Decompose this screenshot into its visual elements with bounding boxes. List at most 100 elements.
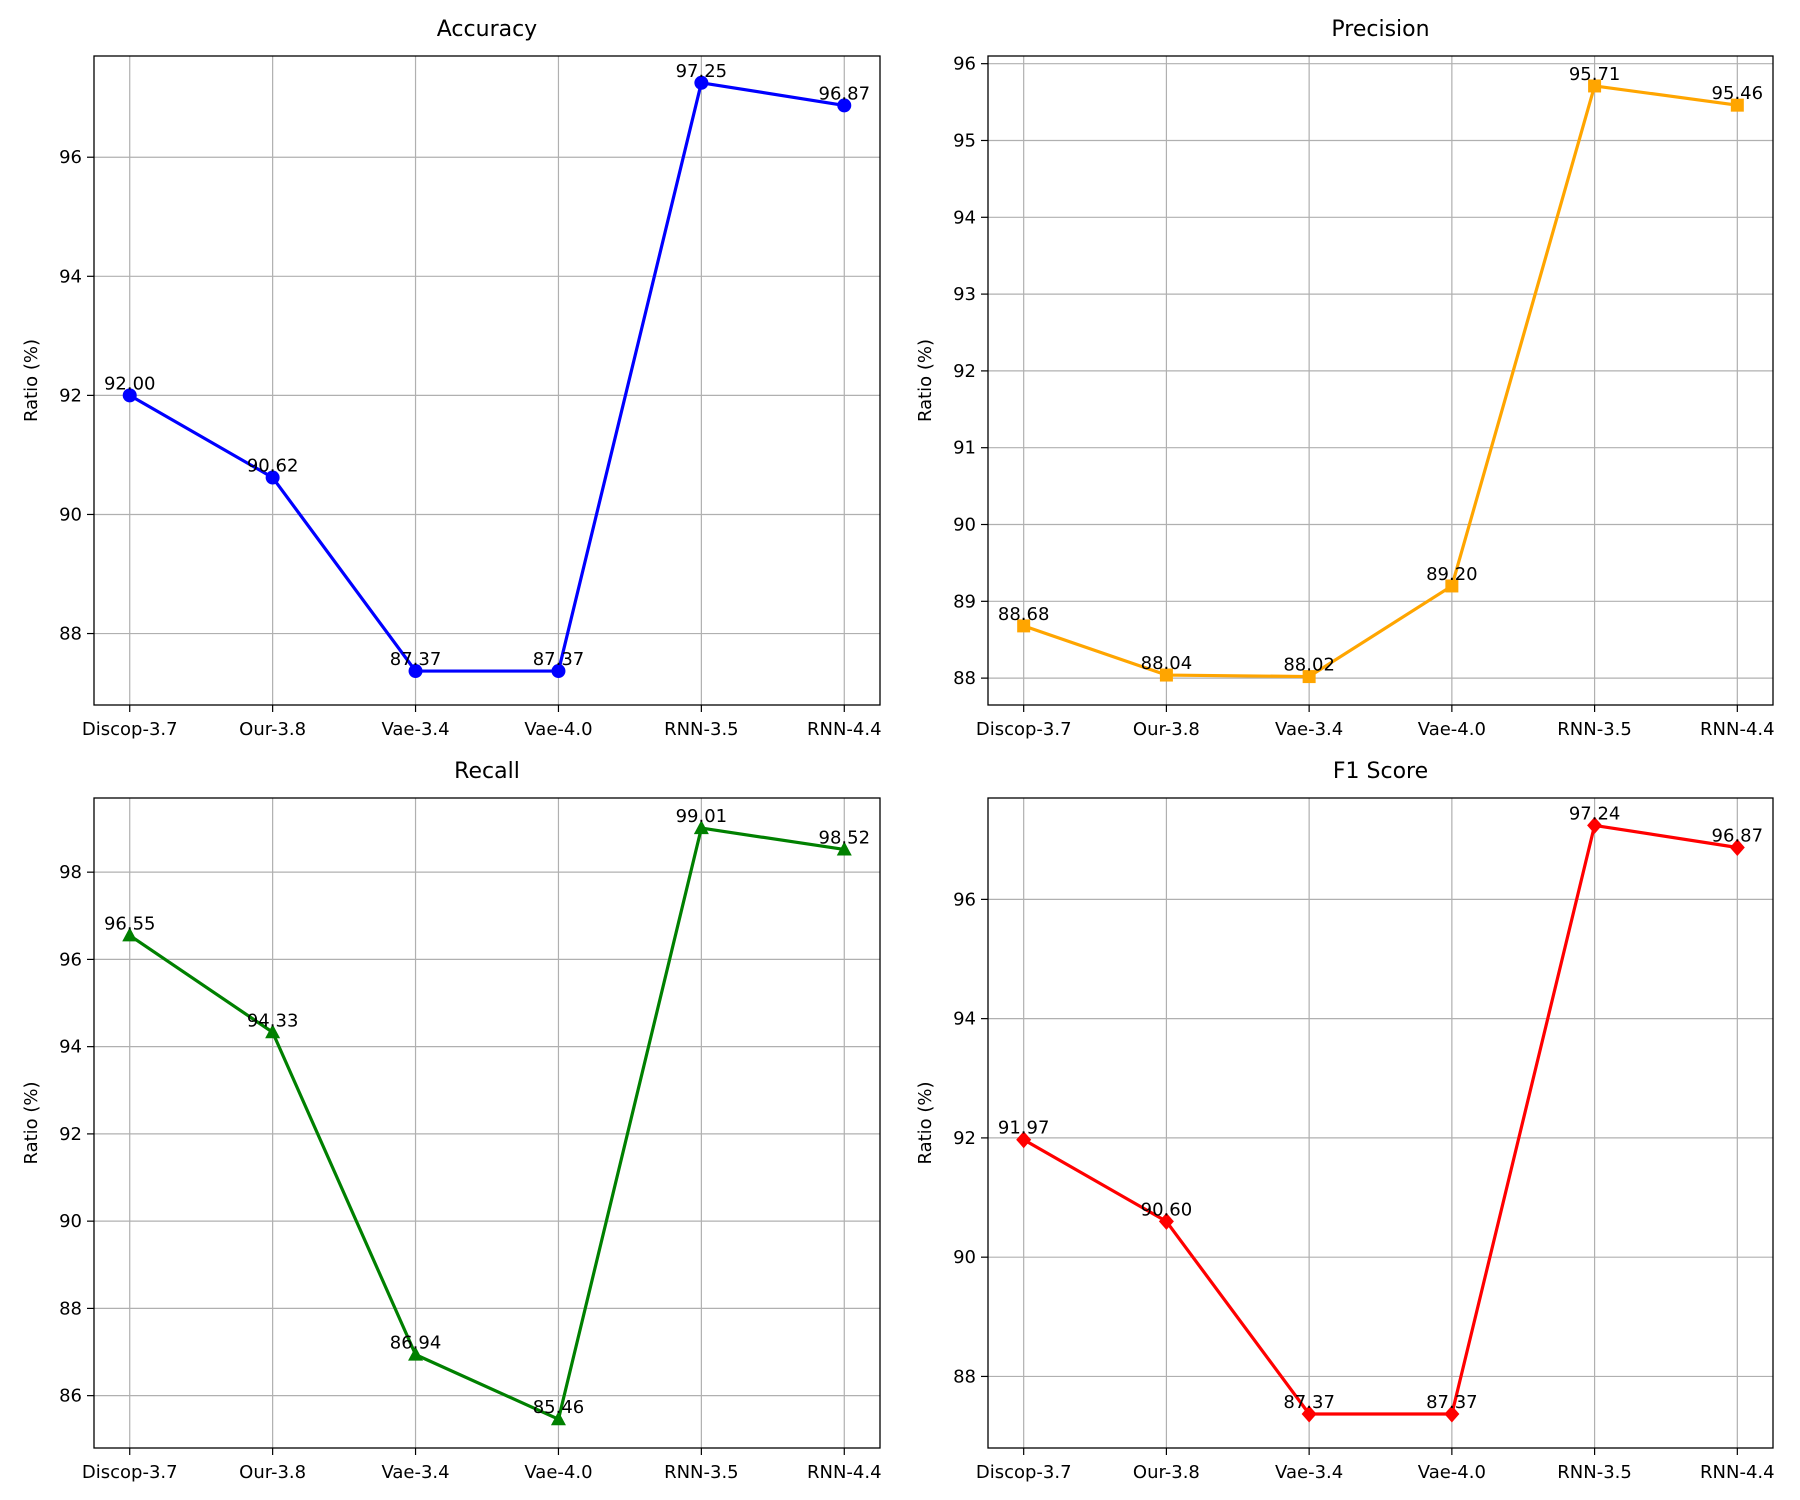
accuracy-data-label: 97.25: [676, 61, 728, 82]
recall-data-label: 96.55: [104, 913, 156, 934]
recall-grid: [94, 798, 880, 1448]
f1-score-data-point: [1158, 1212, 1174, 1230]
y-tick-label: 96: [953, 54, 976, 75]
accuracy-grid: [94, 56, 880, 705]
x-tick-label: RNN-4.4: [1700, 1462, 1775, 1483]
y-tick-label: 93: [953, 284, 976, 305]
precision-data-label: 95.46: [1712, 83, 1764, 104]
x-tick-label: Vae-3.4: [1275, 719, 1343, 740]
accuracy-y-axis-label: Ratio (%): [21, 339, 42, 422]
f1-score-data-label: 97.24: [1569, 803, 1621, 824]
x-tick-label: Our-3.8: [239, 719, 306, 740]
precision-data-label: 88.02: [1283, 655, 1335, 676]
precision-data-point: [1588, 79, 1602, 93]
y-tick-label: 92: [953, 1128, 976, 1149]
accuracy-series-line: [128, 81, 845, 673]
accuracy-data-label: 96.87: [819, 83, 871, 104]
x-tick-label: Discop-3.7: [82, 719, 178, 740]
x-tick-label: RNN-4.4: [807, 1462, 882, 1483]
precision-series-line: [1023, 84, 1738, 679]
y-tick-label: 88: [59, 1298, 82, 1319]
recall-data-label: 99.01: [676, 806, 728, 827]
y-tick-label: 94: [59, 266, 82, 287]
x-tick-label: Our-3.8: [1133, 719, 1200, 740]
y-tick-label: 96: [59, 147, 82, 168]
x-tick-label: RNN-3.5: [664, 1462, 739, 1483]
y-tick-label: 96: [59, 949, 82, 970]
accuracy-data-point: [694, 75, 709, 90]
y-tick-label: 95: [953, 130, 976, 151]
subplot-precision: Discop-3.7 Our-3.8 Vae-3.4 Vae-4.0 RNN-3.5 RN…: [915, 17, 1775, 740]
x-tick-label: Vae-3.4: [381, 1462, 449, 1483]
y-tick-label: 90: [953, 1247, 976, 1268]
precision-data-point: [1159, 668, 1173, 682]
precision-axes-frame: [987, 55, 1774, 706]
y-tick-label: 90: [953, 515, 976, 536]
recall-data-point: [836, 841, 852, 856]
accuracy-data-point: [837, 98, 852, 113]
recall-series-line: [128, 826, 845, 1421]
y-tick-label: 92: [953, 361, 976, 382]
y-tick-label: 92: [59, 1124, 82, 1145]
x-tick-label: Vae-3.4: [381, 719, 449, 740]
precision-data-point: [1730, 98, 1744, 112]
precision-data-point: [1445, 579, 1459, 593]
precision-data-point: [1017, 619, 1031, 633]
f1-score-title: F1 Score: [1333, 759, 1428, 784]
x-tick-label: RNN-4.4: [1700, 719, 1775, 740]
x-tick-label: Our-3.8: [239, 1462, 306, 1483]
recall-data-label: 94.33: [247, 1010, 299, 1031]
recall-data-point: [265, 1024, 281, 1039]
precision-y-axis-label: Ratio (%): [915, 339, 936, 422]
y-tick-label: 90: [59, 504, 82, 525]
subplot-recall: Discop-3.7 Our-3.8 Vae-3.4 Vae-4.0 RNN-3.5 RN…: [21, 759, 882, 1483]
f1-score-grid: [988, 798, 1773, 1448]
recall-title: Recall: [454, 759, 520, 784]
x-tick-label: RNN-3.5: [664, 719, 739, 740]
recall-data-label: 85.46: [533, 1397, 585, 1418]
f1-score-data-label: 87.37: [1283, 1392, 1335, 1413]
x-tick-label: Vae-3.4: [1275, 1462, 1343, 1483]
y-tick-label: 96: [953, 889, 976, 910]
f1-score-series-line: [1022, 823, 1738, 1416]
recall-axes-frame: [93, 797, 881, 1449]
x-tick-label: Discop-3.7: [976, 719, 1072, 740]
recall-data-label: 98.52: [819, 827, 871, 848]
x-tick-label: RNN-3.5: [1557, 1462, 1632, 1483]
f1-score-data-point: [1016, 1131, 1032, 1149]
precision-data-label: 88.04: [1141, 653, 1193, 674]
accuracy-title: Accuracy: [437, 17, 537, 42]
accuracy-data-point: [551, 664, 566, 679]
f1-score-data-label: 90.60: [1141, 1199, 1193, 1220]
recall-data-point: [408, 1346, 424, 1361]
y-tick-label: 88: [59, 624, 82, 645]
f1-score-data-point: [1587, 816, 1603, 834]
x-tick-label: Vae-4.0: [524, 719, 592, 740]
accuracy-data-point: [122, 388, 137, 403]
precision-title: Precision: [1331, 17, 1429, 42]
y-tick-label: 91: [953, 438, 976, 459]
x-tick-label: RNN-4.4: [807, 719, 882, 740]
f1-score-data-point: [1301, 1405, 1317, 1423]
y-tick-label: 88: [953, 668, 976, 689]
f1-score-data-label: 91.97: [998, 1118, 1050, 1139]
recall-data-label: 86.94: [390, 1333, 442, 1354]
x-tick-label: Vae-4.0: [1418, 1462, 1486, 1483]
y-tick-label: 90: [59, 1211, 82, 1232]
y-tick-label: 94: [953, 207, 976, 228]
y-tick-label: 94: [59, 1037, 82, 1058]
accuracy-data-label: 87.37: [390, 649, 442, 670]
accuracy-data-label: 92.00: [104, 373, 156, 394]
y-tick-label: 89: [953, 591, 976, 612]
y-tick-label: 98: [59, 862, 82, 883]
y-tick-label: 94: [953, 1009, 976, 1030]
precision-grid: [988, 56, 1773, 705]
subplot-f1-score: Discop-3.7 Our-3.8 Vae-3.4 Vae-4.0 RNN-3.5 RN…: [915, 759, 1775, 1483]
x-tick-label: Vae-4.0: [1418, 719, 1486, 740]
accuracy-data-label: 90.62: [247, 456, 299, 477]
recall-data-point: [122, 927, 138, 942]
f1-score-data-point: [1444, 1405, 1460, 1423]
f1-score-data-label: 96.87: [1712, 825, 1764, 846]
accuracy-data-point: [408, 664, 423, 679]
